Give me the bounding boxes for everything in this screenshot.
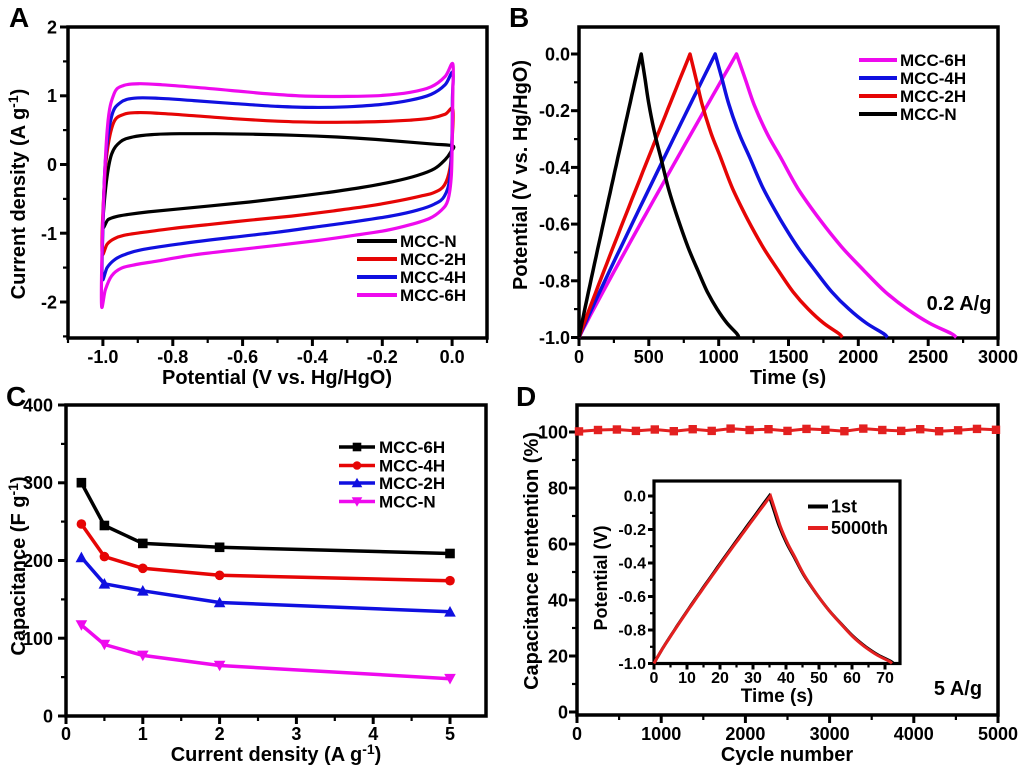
svg-text:1: 1	[47, 86, 57, 106]
svg-text:-1.0: -1.0	[87, 347, 118, 367]
svg-text:4: 4	[368, 724, 378, 744]
svg-text:0.0: 0.0	[440, 347, 465, 367]
svg-text:0.0: 0.0	[545, 45, 570, 65]
svg-text:2: 2	[215, 724, 225, 744]
svg-text:60: 60	[843, 670, 861, 687]
svg-text:1000: 1000	[641, 724, 681, 744]
svg-text:0: 0	[43, 707, 53, 727]
svg-text:80: 80	[548, 479, 568, 499]
svg-text:0: 0	[61, 724, 71, 744]
svg-text:3000: 3000	[810, 724, 850, 744]
svg-text:100: 100	[23, 629, 53, 649]
svg-text:2000: 2000	[838, 347, 878, 367]
svg-text:20: 20	[548, 647, 568, 667]
svg-text:-0.2: -0.2	[367, 347, 398, 367]
svg-text:MCC-6H: MCC-6H	[900, 51, 966, 70]
svg-text:2: 2	[47, 18, 57, 38]
svg-text:2500: 2500	[908, 347, 948, 367]
svg-text:4000: 4000	[894, 724, 934, 744]
svg-text:-1: -1	[41, 224, 57, 244]
svg-text:0: 0	[572, 724, 582, 744]
svg-text:-0.4: -0.4	[618, 556, 646, 573]
svg-text:40: 40	[548, 591, 568, 611]
svg-text:300: 300	[23, 473, 53, 493]
svg-text:C: C	[6, 381, 26, 412]
svg-text:5000th: 5000th	[831, 518, 888, 538]
svg-text:Time (s): Time (s)	[741, 686, 814, 707]
svg-text:MCC-2H: MCC-2H	[900, 87, 966, 106]
svg-text:1500: 1500	[768, 347, 808, 367]
svg-text:-0.8: -0.8	[157, 347, 188, 367]
svg-text:Potential (V vs. Hg/HgO): Potential (V vs. Hg/HgO)	[510, 60, 532, 290]
svg-text:60: 60	[548, 535, 568, 555]
svg-text:MCC-N: MCC-N	[379, 493, 436, 512]
svg-text:MCC-2H: MCC-2H	[400, 250, 466, 269]
svg-text:5: 5	[445, 724, 455, 744]
svg-text:100: 100	[538, 423, 568, 443]
svg-text:D: D	[516, 381, 536, 412]
svg-text:40: 40	[777, 670, 795, 687]
svg-text:20: 20	[711, 670, 729, 687]
svg-text:-0.6: -0.6	[227, 347, 258, 367]
svg-text:Time (s): Time (s)	[750, 367, 826, 389]
svg-text:5 A/g: 5 A/g	[934, 678, 982, 700]
svg-text:Current density (A g-1): Current density (A g-1)	[171, 741, 382, 766]
svg-text:5000: 5000	[978, 724, 1018, 744]
svg-text:-1.0: -1.0	[618, 656, 646, 673]
svg-text:2000: 2000	[725, 724, 765, 744]
svg-text:400: 400	[23, 396, 53, 416]
svg-text:Potential (V vs. Hg/HgO): Potential (V vs. Hg/HgO)	[162, 367, 392, 389]
svg-text:A: A	[9, 2, 29, 33]
svg-text:200: 200	[23, 551, 53, 571]
svg-text:10: 10	[678, 670, 696, 687]
svg-text:MCC-6H: MCC-6H	[400, 286, 466, 305]
svg-text:-0.2: -0.2	[618, 522, 646, 539]
svg-text:B: B	[509, 2, 529, 33]
svg-text:0: 0	[650, 670, 659, 687]
svg-text:0.2 A/g: 0.2 A/g	[927, 293, 992, 315]
svg-text:MCC-N: MCC-N	[900, 105, 957, 124]
svg-text:-0.8: -0.8	[618, 623, 646, 640]
svg-text:30: 30	[744, 670, 762, 687]
svg-text:MCC-N: MCC-N	[400, 232, 457, 251]
svg-text:0: 0	[574, 347, 584, 367]
svg-text:3000: 3000	[978, 347, 1018, 367]
svg-text:1st: 1st	[831, 497, 857, 517]
svg-text:Capacitance rentention (%): Capacitance rentention (%)	[521, 432, 543, 690]
svg-text:-0.8: -0.8	[539, 271, 570, 291]
svg-text:0: 0	[558, 703, 568, 723]
svg-text:Current density (A g-1): Current density (A g-1)	[5, 89, 30, 300]
svg-text:500: 500	[634, 347, 664, 367]
svg-text:Cycle number: Cycle number	[721, 744, 853, 766]
svg-text:-0.4: -0.4	[297, 347, 328, 367]
svg-text:MCC-4H: MCC-4H	[900, 69, 966, 88]
svg-text:-1.0: -1.0	[539, 328, 570, 348]
svg-text:50: 50	[810, 670, 828, 687]
svg-text:3: 3	[291, 724, 301, 744]
svg-text:0.0: 0.0	[624, 489, 646, 506]
svg-text:-0.2: -0.2	[539, 101, 570, 121]
svg-text:-0.4: -0.4	[539, 158, 570, 178]
svg-text:-0.6: -0.6	[539, 215, 570, 235]
svg-text:MCC-2H: MCC-2H	[379, 474, 445, 493]
svg-text:MCC-6H: MCC-6H	[379, 438, 445, 457]
svg-text:1: 1	[138, 724, 148, 744]
svg-text:0: 0	[47, 155, 57, 175]
svg-text:MCC-4H: MCC-4H	[400, 268, 466, 287]
svg-text:Potential (V): Potential (V)	[591, 525, 611, 630]
svg-text:MCC-4H: MCC-4H	[379, 457, 445, 476]
svg-text:Capacitance (F g-1): Capacitance (F g-1)	[5, 476, 30, 655]
svg-text:-2: -2	[41, 293, 57, 313]
svg-text:70: 70	[876, 670, 894, 687]
svg-text:-0.6: -0.6	[618, 589, 646, 606]
svg-text:1000: 1000	[699, 347, 739, 367]
